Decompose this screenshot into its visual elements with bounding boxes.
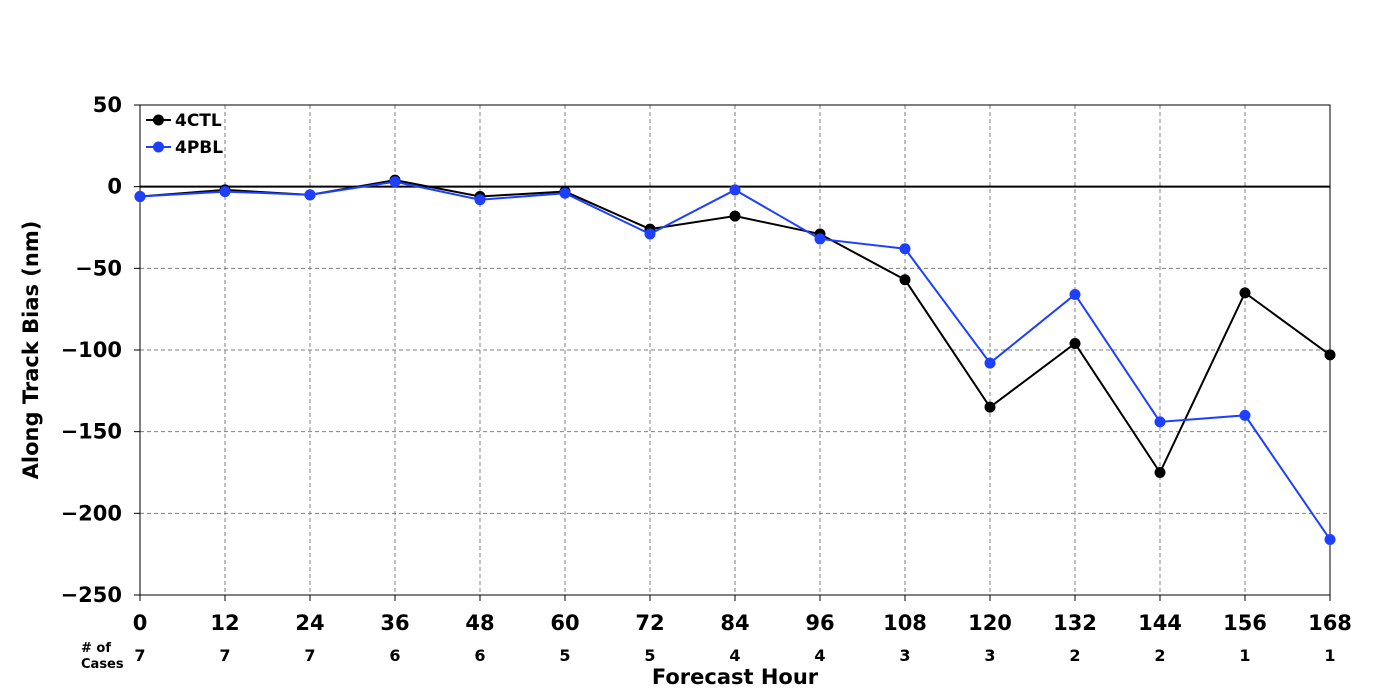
cases-label-line1: # of	[81, 641, 111, 656]
x-tick-label: 96	[805, 611, 834, 635]
cases-value: 5	[559, 646, 570, 665]
cases-value: 2	[1154, 646, 1165, 665]
data-point-4pbl	[1069, 288, 1081, 300]
x-tick-label: 156	[1223, 611, 1267, 635]
data-point-4pbl	[1154, 416, 1166, 428]
cases-row: # of Cases 7 7 7 6 6 5 5 4 4 3 3 2 2 1 1	[81, 641, 1336, 672]
data-point-4pbl	[474, 194, 486, 206]
data-point-4pbl	[899, 243, 911, 255]
cases-value: 1	[1324, 646, 1335, 665]
data-point-4pbl	[729, 184, 741, 196]
cases-value: 4	[729, 646, 740, 665]
data-point-4pbl	[1239, 409, 1251, 421]
data-point-4ctl	[984, 401, 996, 413]
data-point-4ctl	[899, 274, 911, 286]
y-tick-label: −100	[61, 338, 122, 362]
x-axis-title: Forecast Hour	[652, 665, 819, 689]
legend-label: 4PBL	[175, 138, 223, 158]
legend-item-4ctl: 4CTL	[146, 111, 222, 131]
y-tick-label: −200	[61, 501, 122, 525]
data-point-4pbl	[559, 187, 571, 199]
data-point-4pbl	[1324, 533, 1336, 545]
x-tick-label: 108	[883, 611, 927, 635]
data-point-4ctl	[1069, 337, 1081, 349]
legend-item-4pbl: 4PBL	[146, 138, 223, 158]
cases-value: 6	[389, 646, 400, 665]
y-tick-label: 50	[93, 93, 122, 117]
y-tick-label: 0	[107, 175, 122, 199]
cases-value: 4	[814, 646, 825, 665]
legend-marker	[153, 141, 164, 153]
x-tick-label: 120	[968, 611, 1012, 635]
cases-value: 5	[644, 646, 655, 665]
x-tick-label: 132	[1053, 611, 1097, 635]
x-tick-label: 72	[635, 611, 664, 635]
cases-value: 1	[1239, 646, 1250, 665]
x-tick-label: 24	[295, 611, 324, 635]
data-point-4ctl	[1324, 349, 1336, 361]
y-tick-label: −150	[61, 420, 122, 444]
y-tick-label: −50	[75, 256, 122, 280]
series-layer	[134, 174, 1336, 545]
x-tick-label: 60	[550, 611, 579, 635]
x-tick-label: 12	[210, 611, 239, 635]
cases-value: 2	[1069, 646, 1080, 665]
data-point-4pbl	[134, 190, 146, 202]
series-4pbl	[134, 176, 1336, 545]
data-point-4pbl	[389, 176, 401, 188]
cases-label-line2: Cases	[81, 657, 124, 672]
legend-label: 4CTL	[175, 111, 222, 131]
x-tick-label: 84	[720, 611, 749, 635]
cases-value: 3	[984, 646, 995, 665]
grid-layer	[140, 105, 1330, 595]
cases-value: 7	[134, 646, 145, 665]
x-tick-label: 0	[133, 611, 148, 635]
data-point-4ctl	[1239, 287, 1251, 299]
series-4ctl	[134, 174, 1336, 478]
legend: 4CTL 4PBL	[146, 111, 223, 158]
data-point-4pbl	[984, 357, 996, 369]
cases-value: 7	[304, 646, 315, 665]
data-point-4pbl	[219, 186, 231, 198]
data-point-4pbl	[644, 228, 656, 240]
y-axis-title: Along Track Bias (nm)	[19, 221, 43, 480]
axis-ticks: 0 12 24 36 48 60 72 84 96 108 120 132 144 156 168 50 0 −5…	[61, 93, 1352, 635]
cases-value: 6	[474, 646, 485, 665]
legend-marker	[153, 114, 164, 126]
data-point-4ctl	[729, 210, 741, 222]
x-tick-label: 144	[1138, 611, 1182, 635]
y-tick-label: −250	[61, 583, 122, 607]
data-point-4pbl	[304, 189, 316, 201]
cases-value: 7	[219, 646, 230, 665]
data-point-4pbl	[814, 233, 826, 245]
x-tick-label: 36	[380, 611, 409, 635]
data-point-4ctl	[1154, 467, 1166, 478]
x-tick-label: 48	[465, 611, 494, 635]
cases-value: 3	[899, 646, 910, 665]
x-tick-label: 168	[1308, 611, 1352, 635]
